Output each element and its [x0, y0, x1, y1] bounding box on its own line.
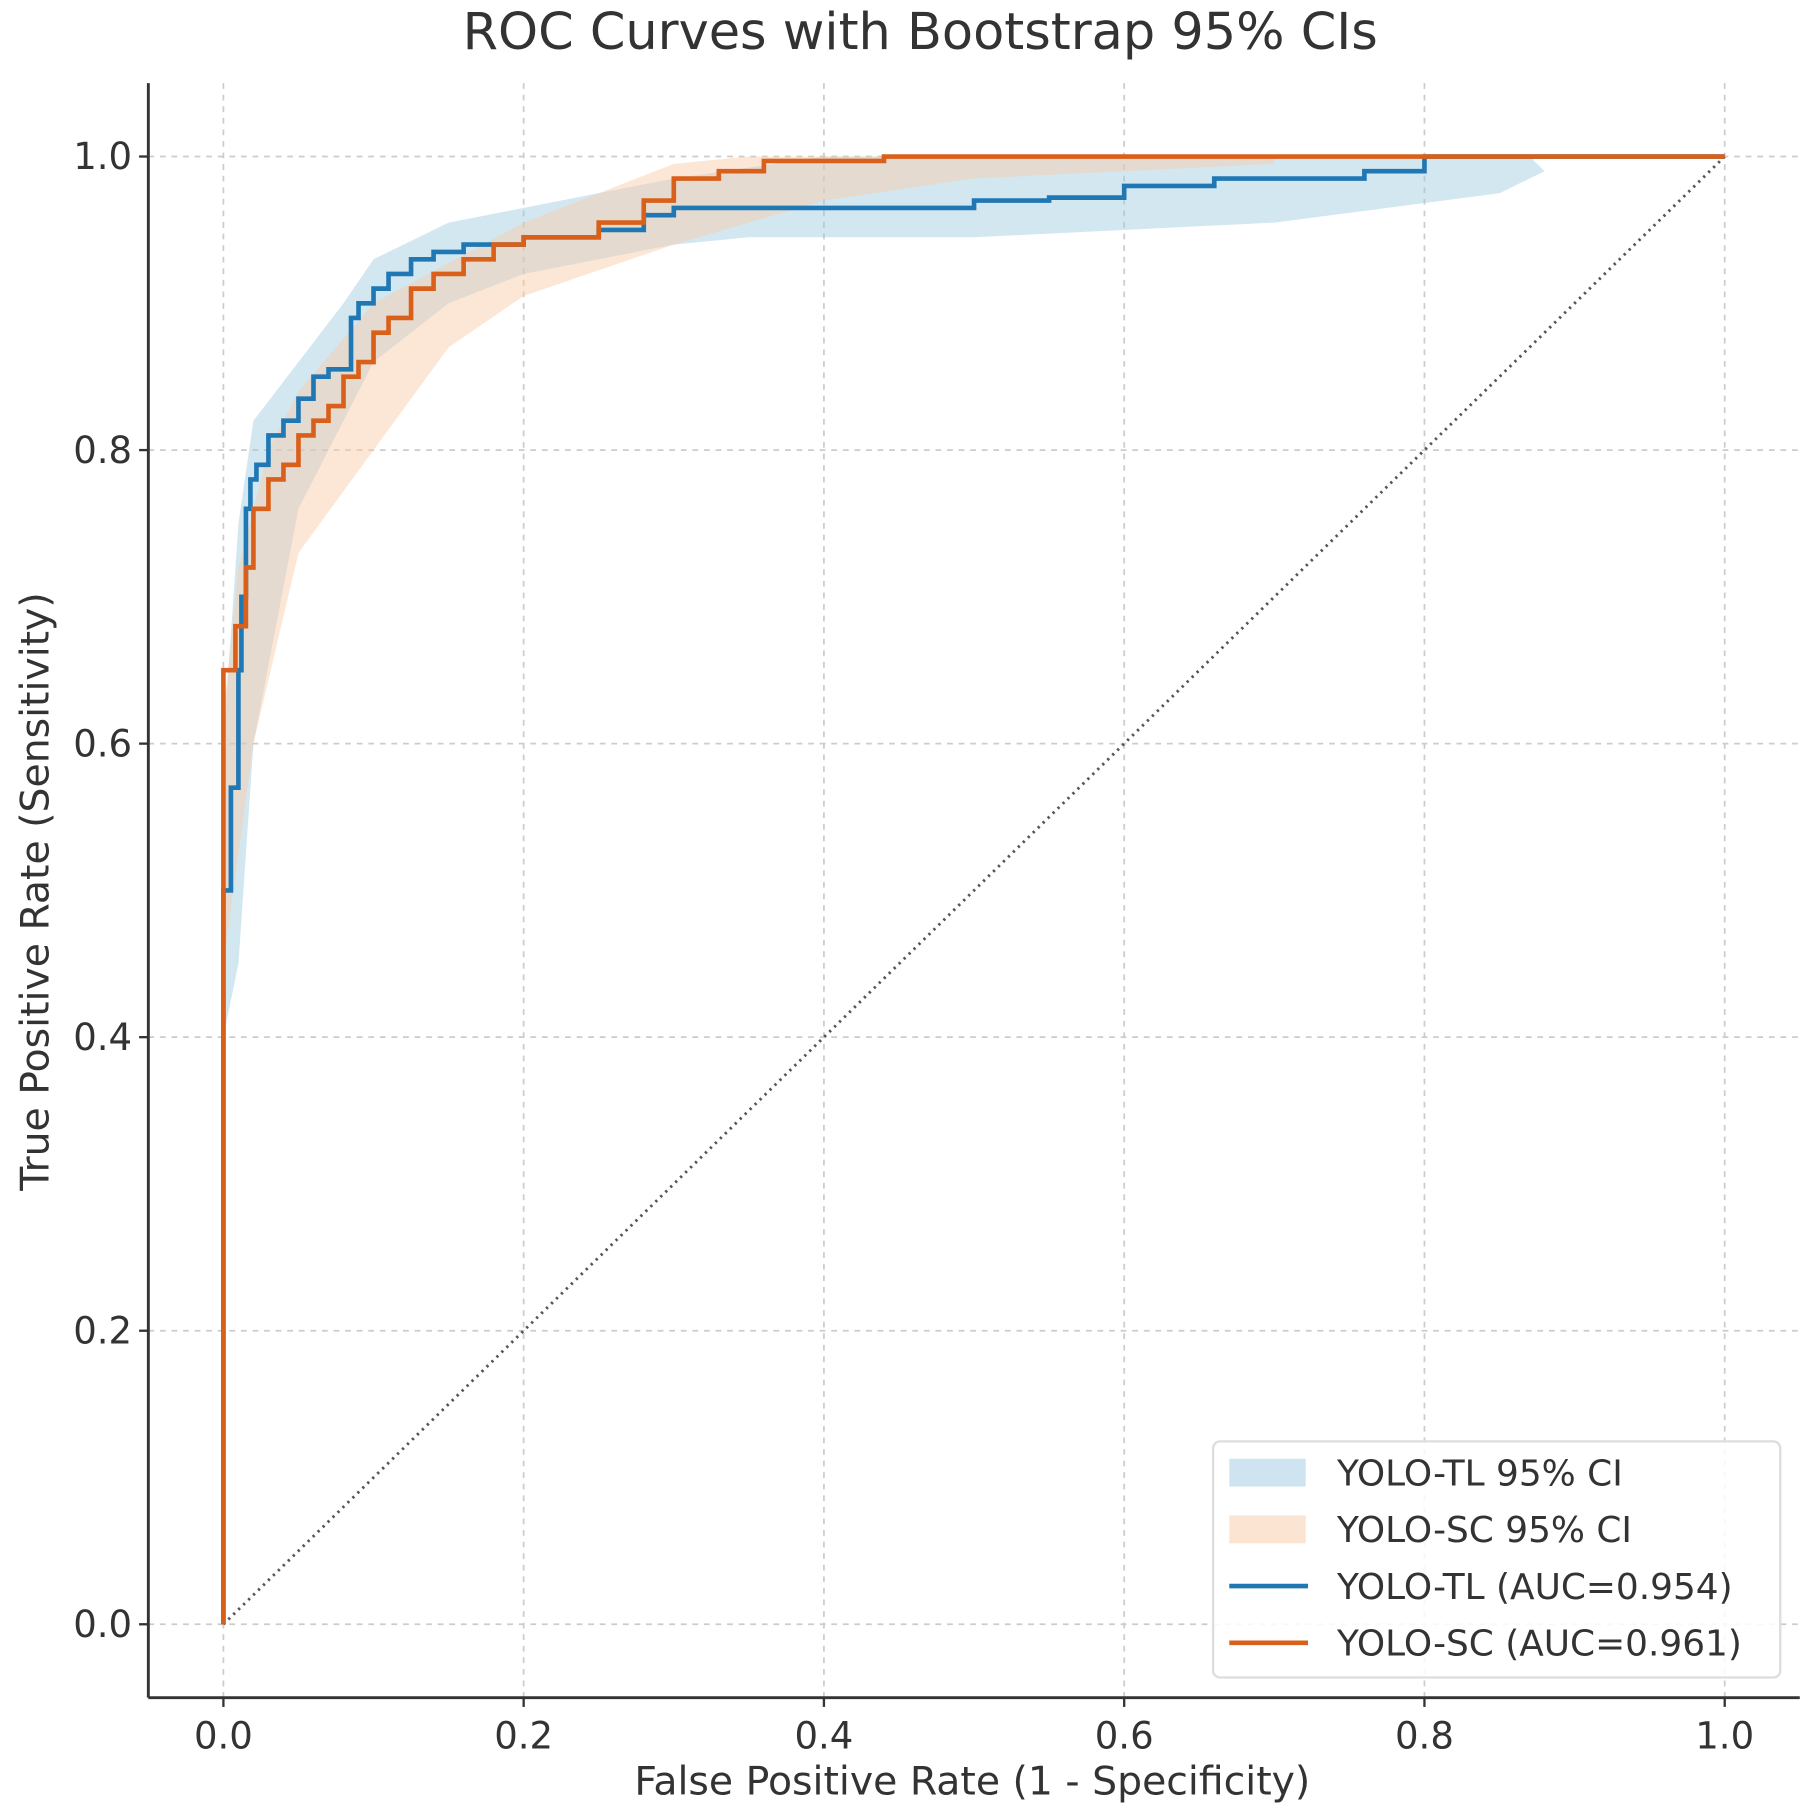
- y-tick-label: 0.4: [73, 1016, 132, 1059]
- y-axis-label: True Positive Rate (Sensitivity): [13, 592, 59, 1191]
- y-tick-label: 1.0: [73, 135, 132, 178]
- chart-title: ROC Curves with Bootstrap 95% CIs: [463, 3, 1378, 62]
- chance-line: [222, 155, 1726, 1626]
- y-tick-label: 0.2: [73, 1309, 132, 1352]
- x-axis-label: False Positive Rate (1 - Specificity): [634, 1758, 1310, 1804]
- legend-swatch: [1229, 1515, 1306, 1544]
- legend: YOLO-TL 95% CI YOLO-SC 95% CI YOLO-TL (AUC…: [1211, 1440, 1782, 1679]
- x-tick-label: 1.0: [1695, 1715, 1754, 1758]
- y-tick-label: 0.6: [73, 722, 132, 765]
- legend-label: YOLO-TL 95% CI: [1336, 1453, 1623, 1494]
- x-tick-label: 0.0: [194, 1715, 253, 1758]
- chance-diagonal: [222, 155, 1726, 1626]
- roc-lines: [221, 154, 1725, 1625]
- x-tick-label: 0.6: [1095, 1715, 1154, 1758]
- roc-curve: [221, 154, 1725, 1625]
- y-tick-label: 0.8: [73, 429, 132, 472]
- legend-label: YOLO-TL (AUC=0.954): [1336, 1567, 1733, 1608]
- x-tick-label: 0.2: [494, 1715, 553, 1758]
- x-tick-label: 0.4: [794, 1715, 853, 1758]
- roc-curve: [221, 154, 1725, 1625]
- x-tick-label: 0.8: [1395, 1715, 1454, 1758]
- legend-swatch: [1229, 1458, 1306, 1487]
- legend-label: YOLO-SC (AUC=0.961): [1336, 1624, 1742, 1665]
- legend-box: [1211, 1440, 1782, 1679]
- axes: 0.0 0.2 0.4 0.6 0.8 1.0 0.0 0.2 0.4 0.6 0.8 1.0: [73, 83, 1800, 1758]
- legend-label: YOLO-SC 95% CI: [1336, 1510, 1632, 1551]
- y-tick-label: 0.0: [73, 1603, 132, 1646]
